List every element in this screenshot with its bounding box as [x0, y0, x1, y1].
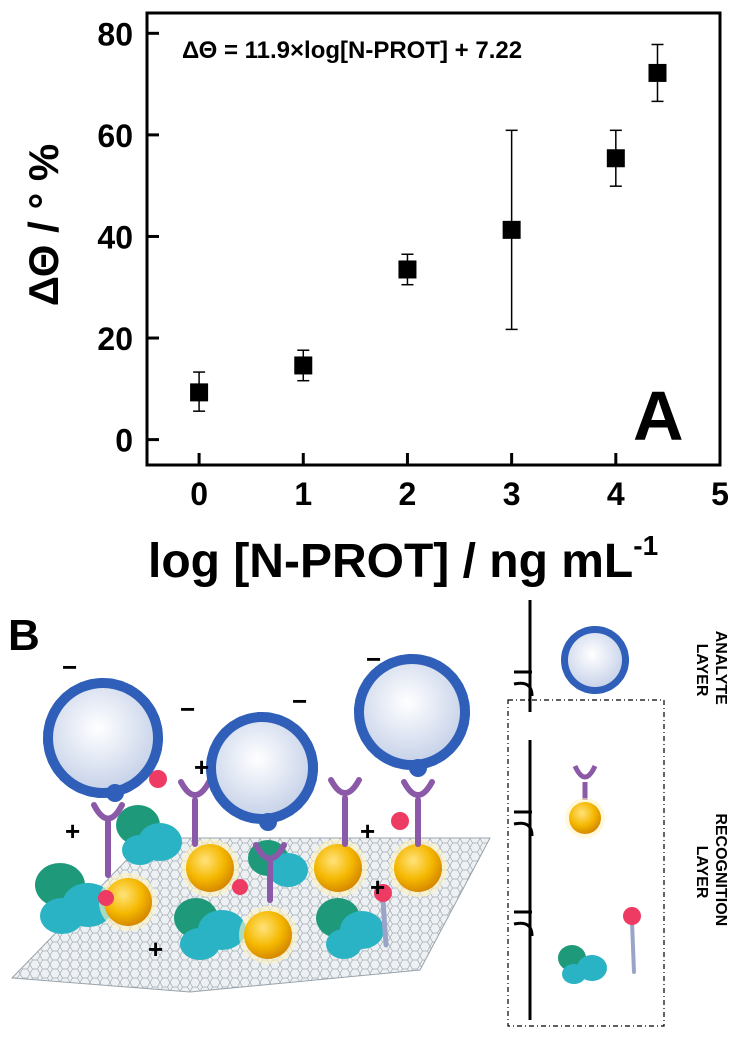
- data-point: [606, 149, 625, 168]
- schematic-figure: B: [8, 600, 729, 1027]
- negative-charge: −: [292, 686, 307, 716]
- y-axis-ticks: 0 20 40 60 80: [97, 16, 159, 459]
- y-tick-label: 40: [97, 219, 133, 255]
- gold-nanoparticle-icon: [389, 839, 447, 897]
- protein-probe-icon: [174, 898, 246, 960]
- data-point: [502, 220, 521, 239]
- legend-protein-probe-icon: [558, 907, 641, 984]
- layer-legend: ANALYTE LAYER RECOGNITION LAYER: [507, 600, 729, 1027]
- recognition-layer-label-line2: LAYER: [693, 846, 710, 899]
- negative-charge: −: [180, 694, 195, 724]
- x-tick-label: 1: [294, 476, 312, 512]
- data-series: [190, 43, 667, 412]
- positive-charge: +: [148, 934, 163, 964]
- y-tick-label: 0: [115, 423, 133, 459]
- receptor-icon: [253, 842, 287, 903]
- virus-icon: [43, 678, 163, 802]
- analyte-layer-label-line1: ANALYTE: [712, 631, 729, 705]
- x-tick-label: 2: [399, 476, 417, 512]
- y-axis-label: ΔΘ / ° %: [20, 144, 67, 307]
- linker-icon: [374, 884, 392, 948]
- panel-label-b: B: [8, 611, 40, 660]
- gold-nanoparticle-icon: [181, 839, 239, 897]
- legend-aptamer-nanoparticle-icon: [565, 764, 605, 838]
- positive-charge: +: [194, 752, 209, 782]
- x-axis-label-superscript: -1: [633, 530, 658, 561]
- receptor-icon: [401, 779, 435, 847]
- recognition-layer-label-line1: RECOGNITION: [712, 813, 729, 926]
- x-tick-label: 3: [503, 476, 521, 512]
- x-axis-label: log [N-PROT] / ng mL-1: [148, 530, 658, 588]
- charge-signs: − − − − + + + + +: [62, 644, 385, 964]
- receptor-icon: [178, 779, 212, 847]
- virus-icon: [206, 712, 318, 831]
- data-point: [294, 356, 313, 375]
- virus-icon: [354, 654, 470, 777]
- panel-label-a: A: [633, 377, 684, 455]
- receptor-icon: [328, 777, 362, 847]
- plot-frame: [145, 11, 722, 467]
- x-axis-ticks: 0 1 2 3 4 5: [190, 453, 729, 512]
- positive-charge: +: [360, 816, 375, 846]
- protein-probe-icon: [316, 898, 384, 959]
- pink-marker-icon: [98, 770, 409, 906]
- data-point: [190, 383, 209, 402]
- x-axis-label-text: log [N-PROT] / ng mL: [148, 535, 633, 588]
- y-tick-label: 80: [97, 16, 133, 52]
- data-point: [648, 63, 667, 82]
- regression-equation: ΔΘ = 11.9×log[N-PROT] + 7.22: [182, 37, 522, 64]
- recognition-layer-box: [507, 699, 665, 1027]
- y-tick-label: 60: [97, 118, 133, 154]
- x-tick-label: 0: [190, 476, 208, 512]
- gold-nanoparticle-icon: [239, 906, 297, 964]
- y-tick-label: 20: [97, 321, 133, 357]
- analyte-layer-label: ANALYTE LAYER: [693, 631, 729, 710]
- negative-charge: −: [366, 644, 381, 674]
- receptor-icon: [91, 802, 125, 878]
- data-point: [398, 260, 417, 279]
- protein-probe-icon: [116, 805, 182, 865]
- legend-virus-icon: [561, 626, 629, 694]
- x-tick-label: 4: [607, 476, 625, 512]
- negative-charge: −: [62, 652, 77, 682]
- positive-charge: +: [65, 816, 80, 846]
- positive-charge: +: [370, 872, 385, 902]
- gold-nanoparticle-icon: [99, 873, 157, 931]
- chart-figure: 0 20 40 60 80 0 1 2 3 4 5 ΔΘ = 11.9×log[N-PROT] +…: [20, 11, 729, 588]
- analyte-layer-label-line2: LAYER: [693, 644, 710, 697]
- recognition-layer-label: RECOGNITION LAYER: [693, 813, 729, 930]
- x-tick-label: 5: [711, 476, 729, 512]
- gold-nanoparticle-icon: [309, 839, 367, 897]
